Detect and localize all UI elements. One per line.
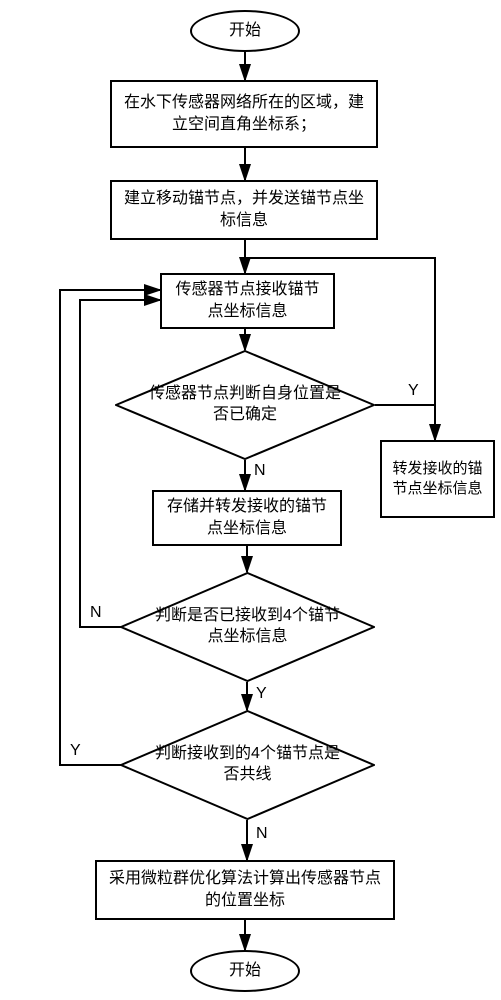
process-forward-only: 转发接收的锚节点坐标信息 <box>380 440 495 518</box>
flow-end: 开始 <box>190 950 300 992</box>
p3-label: 传感器节点接收锚节点坐标信息 <box>170 279 325 322</box>
d1-label: 传感器节点判断自身位置是否已确定 <box>143 384 347 426</box>
process-receive-anchor: 传感器节点接收锚节点坐标信息 <box>160 273 335 329</box>
process-mobile-anchor: 建立移动锚节点，并发送锚节点坐标信息 <box>110 180 378 240</box>
process-store-forward: 存储并转发接收的锚节点坐标信息 <box>152 490 342 546</box>
p6-label: 采用微粒群优化算法计算出传感器节点的位置坐标 <box>105 868 385 911</box>
decision-collinear: 判断接收到的4个锚节点是否共线 <box>120 710 375 820</box>
process-pso: 采用微粒群优化算法计算出传感器节点的位置坐标 <box>95 860 395 920</box>
p5-label: 转发接收的锚节点坐标信息 <box>390 459 485 500</box>
start-label: 开始 <box>229 20 261 42</box>
decision-four-anchors: 判断是否已接收到4个锚节点坐标信息 <box>120 572 375 682</box>
end-label: 开始 <box>229 960 261 982</box>
label-d3-y: Y <box>70 742 81 760</box>
flow-start: 开始 <box>190 10 300 52</box>
p2-label: 建立移动锚节点，并发送锚节点坐标信息 <box>120 188 368 231</box>
label-d1-n: N <box>254 462 266 480</box>
p4-label: 存储并转发接收的锚节点坐标信息 <box>162 496 332 539</box>
decision-position-known: 传感器节点判断自身位置是否已确定 <box>115 350 375 460</box>
label-d1-y: Y <box>408 382 419 400</box>
d3-label: 判断接收到的4个锚节点是否共线 <box>148 744 347 786</box>
label-d2-n: N <box>90 604 102 622</box>
label-d2-y: Y <box>256 685 267 703</box>
process-establish-coords: 在水下传感器网络所在的区域，建立空间直角坐标系； <box>110 80 378 148</box>
d2-label: 判断是否已接收到4个锚节点坐标信息 <box>148 606 347 648</box>
label-d3-n: N <box>256 825 268 843</box>
p1-label: 在水下传感器网络所在的区域，建立空间直角坐标系； <box>120 92 368 135</box>
